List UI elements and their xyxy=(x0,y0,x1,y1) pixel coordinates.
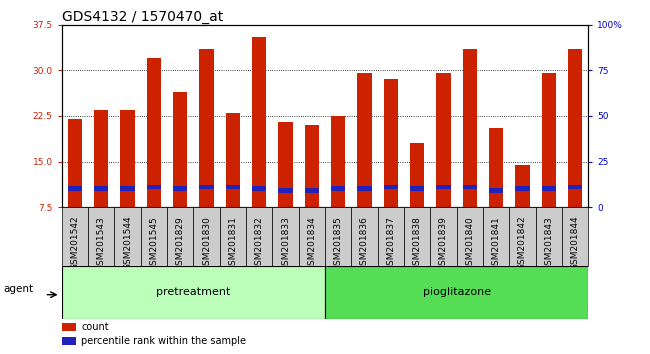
Text: GSM201835: GSM201835 xyxy=(333,216,343,271)
Bar xyxy=(120,110,135,207)
Bar xyxy=(436,73,450,207)
Bar xyxy=(114,207,141,266)
Text: GSM201542: GSM201542 xyxy=(70,216,79,270)
Bar xyxy=(194,207,220,266)
Bar xyxy=(410,187,424,191)
Bar xyxy=(200,184,214,189)
Bar xyxy=(331,187,345,191)
Bar xyxy=(120,187,135,191)
Bar xyxy=(463,49,477,207)
Bar xyxy=(358,187,372,191)
Text: GSM201836: GSM201836 xyxy=(360,216,369,271)
Bar xyxy=(489,128,503,207)
Bar xyxy=(436,184,450,189)
Bar xyxy=(278,122,292,207)
Bar xyxy=(352,207,378,266)
Bar xyxy=(299,207,325,266)
Bar xyxy=(88,207,114,266)
Bar xyxy=(62,323,77,331)
Bar xyxy=(140,207,167,266)
Text: pioglitazone: pioglitazone xyxy=(422,287,491,297)
Text: GSM201842: GSM201842 xyxy=(518,216,527,270)
Bar xyxy=(68,187,82,191)
Bar xyxy=(515,165,530,207)
Text: GSM201834: GSM201834 xyxy=(307,216,317,270)
Text: GSM201840: GSM201840 xyxy=(465,216,474,270)
Bar xyxy=(305,188,319,193)
Text: GSM201833: GSM201833 xyxy=(281,216,290,271)
Bar xyxy=(541,187,556,191)
Bar xyxy=(173,92,187,207)
Bar xyxy=(220,207,246,266)
Bar xyxy=(147,58,161,207)
Bar xyxy=(94,187,109,191)
Bar xyxy=(173,187,187,191)
Bar xyxy=(325,207,351,266)
Bar xyxy=(62,207,88,266)
Bar xyxy=(252,187,266,191)
Bar xyxy=(331,116,345,207)
Bar xyxy=(541,73,556,207)
Text: count: count xyxy=(81,321,109,332)
Bar xyxy=(430,207,457,266)
Bar xyxy=(378,207,404,266)
Bar xyxy=(562,207,588,266)
Bar xyxy=(568,49,582,207)
Bar xyxy=(515,187,530,191)
Bar xyxy=(536,207,562,266)
Text: GSM201829: GSM201829 xyxy=(176,216,185,270)
Bar xyxy=(226,184,240,189)
Bar xyxy=(325,266,588,319)
Bar xyxy=(278,188,292,193)
Text: pretreatment: pretreatment xyxy=(156,287,231,297)
Bar xyxy=(510,207,536,266)
Bar xyxy=(384,184,398,189)
Text: GSM201545: GSM201545 xyxy=(150,216,159,270)
Text: GSM201543: GSM201543 xyxy=(97,216,106,270)
Text: GSM201544: GSM201544 xyxy=(123,216,132,270)
Text: GSM201841: GSM201841 xyxy=(491,216,500,270)
Bar xyxy=(252,37,266,207)
Text: GSM201843: GSM201843 xyxy=(544,216,553,270)
Bar xyxy=(358,73,372,207)
Bar xyxy=(147,184,161,189)
Bar xyxy=(483,207,510,266)
Text: GSM201837: GSM201837 xyxy=(386,216,395,271)
Bar xyxy=(167,207,194,266)
Bar xyxy=(62,337,77,345)
Text: agent: agent xyxy=(3,284,33,295)
Text: GSM201839: GSM201839 xyxy=(439,216,448,271)
Text: GDS4132 / 1570470_at: GDS4132 / 1570470_at xyxy=(62,10,223,24)
Bar xyxy=(463,184,477,189)
Text: percentile rank within the sample: percentile rank within the sample xyxy=(81,336,246,346)
Bar xyxy=(489,188,503,193)
Bar xyxy=(94,110,109,207)
Bar xyxy=(226,113,240,207)
Bar xyxy=(62,266,325,319)
Bar xyxy=(246,207,272,266)
Text: GSM201830: GSM201830 xyxy=(202,216,211,271)
Bar xyxy=(68,119,82,207)
Bar xyxy=(410,143,424,207)
Bar xyxy=(384,79,398,207)
Bar xyxy=(305,125,319,207)
Text: GSM201838: GSM201838 xyxy=(413,216,422,271)
Text: GSM201844: GSM201844 xyxy=(571,216,580,270)
Bar xyxy=(200,49,214,207)
Bar xyxy=(404,207,430,266)
Bar xyxy=(456,207,483,266)
Bar xyxy=(568,184,582,189)
Text: GSM201831: GSM201831 xyxy=(228,216,237,271)
Bar xyxy=(272,207,299,266)
Text: GSM201832: GSM201832 xyxy=(255,216,264,270)
